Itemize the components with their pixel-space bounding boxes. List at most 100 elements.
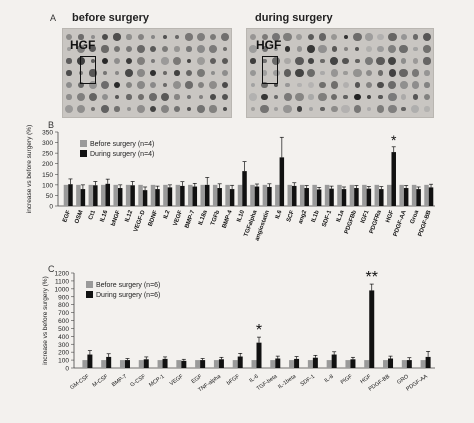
bar-during — [124, 360, 130, 368]
bar-before — [287, 184, 293, 206]
blot-spot — [424, 70, 430, 76]
legend-swatch — [80, 150, 87, 157]
bar-before — [289, 360, 295, 368]
blot-spot — [377, 45, 384, 53]
blot-spot — [161, 57, 169, 65]
y-tick-label: 600 — [58, 318, 69, 325]
panel-letter-a: A — [50, 13, 57, 23]
blot-spot — [272, 57, 281, 65]
blot-spot — [160, 104, 170, 114]
bar-before — [424, 184, 429, 206]
x-tick-label: PlGF — [340, 373, 354, 385]
blot-spot — [66, 94, 72, 100]
blot-spot — [342, 57, 350, 65]
x-tick-label: EGF — [62, 209, 72, 223]
bar-before — [119, 360, 125, 368]
blot-spot — [66, 70, 72, 76]
blot-spot — [365, 57, 373, 65]
y-tick-label: 1000 — [55, 286, 70, 293]
bar-before — [125, 184, 131, 206]
x-tick-label: GRO — [396, 373, 410, 386]
blot-spot — [387, 32, 397, 42]
bar-before — [270, 360, 276, 368]
blot-spot — [65, 81, 73, 89]
blot-spot — [113, 45, 121, 53]
blot-spot — [307, 81, 314, 88]
bar-during — [180, 185, 185, 206]
blot-spot — [197, 105, 205, 113]
blot-spot — [209, 45, 217, 53]
x-tick-label: HGF — [385, 209, 395, 223]
bar-during — [117, 188, 123, 206]
blot-spot — [222, 46, 228, 52]
bar-during — [267, 186, 272, 206]
bar-during — [294, 358, 300, 368]
bar-during — [142, 190, 148, 206]
bar-during — [379, 189, 384, 206]
blot-spot — [343, 70, 349, 76]
blot-spot — [186, 106, 192, 112]
blot-spot — [387, 92, 397, 102]
blot-spot — [113, 81, 121, 89]
blot-spot — [209, 105, 217, 113]
blot-spot — [295, 56, 304, 66]
blot-spot — [341, 104, 351, 114]
x-tick-label: M-CSF — [92, 373, 110, 388]
blot-spot — [249, 93, 257, 101]
blot-spot — [221, 57, 229, 65]
blot-spot — [399, 68, 409, 78]
y-tick-label: 800 — [58, 302, 69, 309]
blot-spot — [261, 33, 268, 40]
blot-spot — [283, 32, 293, 42]
blot-spot — [172, 56, 182, 66]
blot-spot — [331, 93, 338, 100]
blot-spot — [196, 56, 206, 66]
bar-during — [217, 188, 222, 206]
significance-marker: ** — [366, 269, 378, 286]
x-tick-label: GM-CSF — [69, 373, 91, 391]
bar-during — [105, 183, 111, 206]
blot-spot — [260, 104, 269, 114]
bar-during — [167, 187, 173, 206]
blot-spot — [125, 45, 133, 53]
panel-letter-b: B — [48, 120, 54, 130]
bar-during — [68, 184, 73, 206]
bar-before — [237, 184, 243, 206]
blot-spot — [411, 81, 420, 89]
blot-spot — [388, 81, 397, 89]
x-tick-label: IL-6 — [248, 374, 259, 384]
bar-before — [250, 184, 255, 206]
blot-spot — [411, 105, 420, 113]
blot-spot — [210, 94, 216, 100]
blot-spot — [114, 94, 120, 100]
legend-label: Before surgery (n=6) — [96, 282, 160, 289]
blot-spot — [343, 46, 349, 52]
blot-spot — [197, 81, 205, 89]
bar-during — [242, 171, 247, 206]
y-tick-label: 900 — [58, 294, 69, 301]
x-tick-label: HGF — [359, 373, 372, 385]
blot-spot — [162, 34, 168, 40]
blot-spot — [186, 46, 192, 52]
blot-spot — [101, 45, 109, 53]
blot-spot — [272, 33, 281, 41]
blot-spot — [413, 46, 418, 52]
bar-before — [82, 360, 88, 368]
legend-label: During surgery (n=6) — [96, 292, 160, 299]
blot-spot — [378, 94, 383, 100]
x-tick-label: IL18a — [198, 209, 209, 226]
blot-spot — [261, 81, 268, 89]
blot-spot — [306, 68, 316, 78]
blot-spot — [424, 106, 430, 112]
bar-before — [383, 360, 389, 368]
bar-before — [88, 184, 94, 206]
x-tick-label: PDGFRa — [369, 209, 383, 235]
blot-spot — [284, 57, 292, 65]
blot-spot — [399, 44, 409, 54]
bar-during — [204, 184, 210, 206]
x-tick-label: PDGF-AA — [393, 209, 408, 237]
legend-swatch — [86, 291, 93, 298]
x-tick-label: IL6 — [275, 209, 284, 220]
bar-during — [192, 186, 198, 206]
blot-spot — [296, 33, 303, 41]
